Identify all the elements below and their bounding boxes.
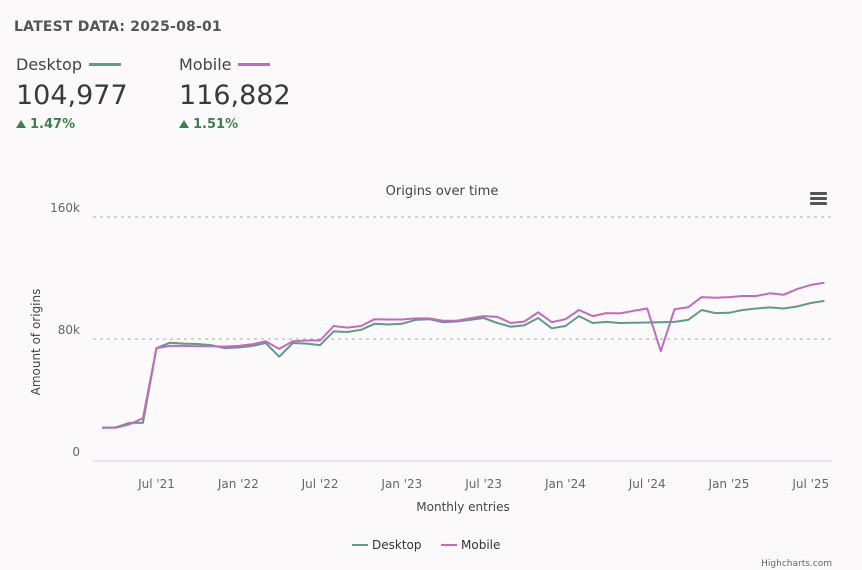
- x-tick-label: Jan '23: [380, 477, 422, 491]
- x-tick-label: Jan '24: [544, 477, 586, 491]
- up-triangle-icon: [16, 120, 26, 128]
- mobile-change: 1.51%: [193, 117, 239, 132]
- mobile-metric: Mobile 116,882 1.51%: [179, 55, 291, 132]
- legend-item-desktop[interactable]: Desktop: [372, 538, 422, 552]
- chart-title: Origins over time: [386, 184, 499, 199]
- x-tick-label: Jul '25: [791, 477, 829, 491]
- mobile-swatch: [238, 63, 271, 66]
- desktop-value: 104,977: [16, 80, 128, 111]
- x-tick-label: Jul '22: [301, 477, 339, 491]
- y-tick-label: 160k: [50, 201, 80, 215]
- up-triangle-icon: [179, 120, 189, 128]
- highcharts-credit[interactable]: Highcharts.com: [761, 559, 832, 569]
- x-tick-label: Jan '22: [217, 477, 259, 491]
- series-line-mobile: [102, 281, 825, 429]
- chart-menu-icon[interactable]: [810, 192, 827, 207]
- x-axis-title: Monthly entries: [416, 500, 509, 514]
- desktop-label: Desktop: [16, 55, 82, 74]
- mobile-label: Mobile: [179, 55, 232, 74]
- latest-data-label: LATEST DATA: 2025-08-01: [14, 19, 222, 35]
- legend-item-mobile[interactable]: Mobile: [461, 538, 500, 552]
- y-tick-label: 80k: [58, 323, 80, 337]
- x-tick-label: Jan '25: [708, 477, 750, 491]
- mobile-value: 116,882: [179, 80, 291, 111]
- desktop-change: 1.47%: [30, 117, 76, 132]
- x-tick-label: Jul '23: [464, 477, 502, 491]
- desktop-metric: Desktop 104,977 1.47%: [16, 55, 128, 132]
- series-line-desktop: [101, 299, 825, 429]
- y-axis-title: Amount of origins: [29, 289, 43, 396]
- desktop-swatch: [88, 63, 121, 66]
- x-tick-label: Jul '21: [137, 477, 175, 491]
- x-tick-label: Jul '24: [628, 477, 666, 491]
- y-tick-label: 0: [72, 445, 80, 459]
- origins-chart: Origins over time 0 80k 160k Jul '21 Jan '22 J…: [29, 184, 832, 552]
